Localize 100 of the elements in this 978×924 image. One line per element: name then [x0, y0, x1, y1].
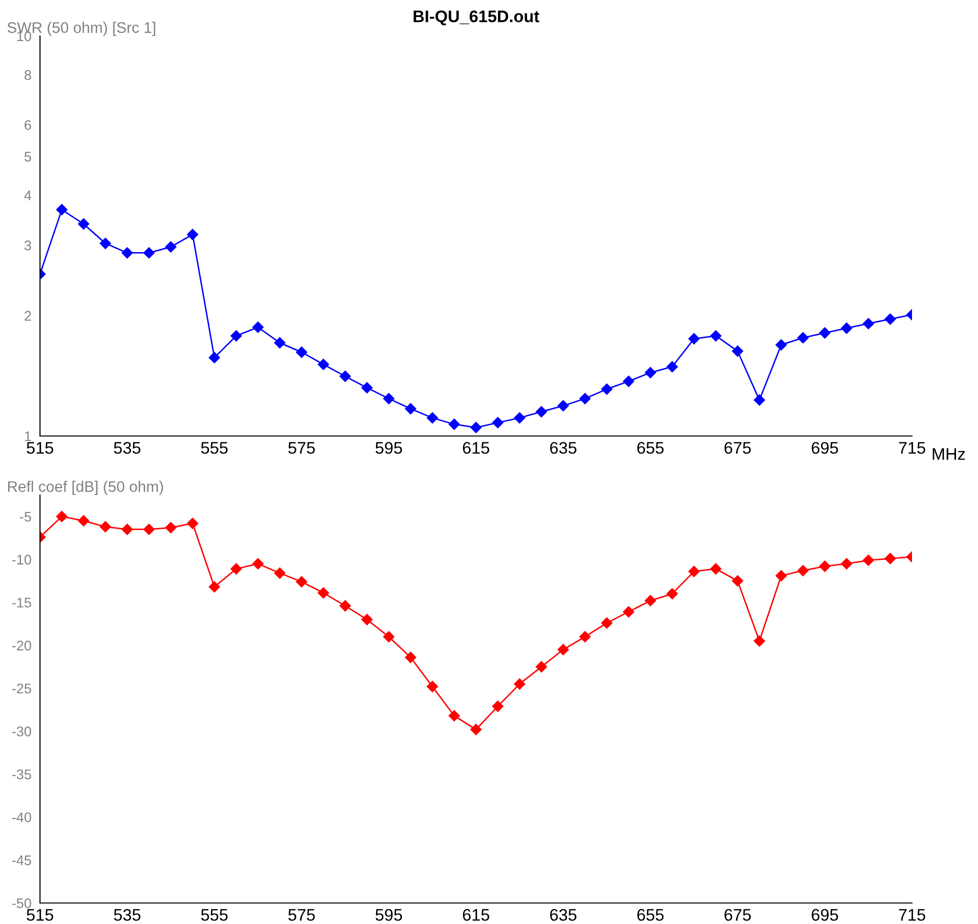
point	[644, 595, 656, 606]
point	[208, 352, 220, 364]
point	[862, 318, 874, 330]
point	[688, 333, 700, 344]
point	[230, 563, 242, 574]
x-tick-label: 595	[376, 442, 402, 454]
point	[56, 510, 68, 522]
x-tick-label: 535	[114, 442, 140, 454]
x-tick-label: 595	[376, 908, 402, 921]
x-tick-label: 615	[462, 908, 490, 921]
point	[274, 568, 286, 579]
y-tick-label: -50	[12, 898, 32, 908]
point	[361, 614, 373, 626]
point	[622, 606, 634, 618]
point	[732, 346, 744, 357]
y-tick-label: -35	[12, 769, 32, 780]
y-tick-label: -40	[12, 812, 32, 822]
point	[754, 635, 766, 647]
point	[884, 552, 896, 564]
point	[404, 403, 416, 414]
point	[601, 383, 612, 395]
point	[514, 678, 526, 690]
point	[318, 358, 330, 370]
point	[296, 576, 308, 588]
x-tick-label: 535	[114, 908, 140, 921]
y-tick-label: -25	[12, 684, 32, 694]
x-tick-label: 655	[637, 908, 664, 921]
point	[819, 327, 830, 339]
point	[492, 417, 504, 428]
x-tick-label: 675	[724, 908, 751, 921]
point	[404, 652, 416, 663]
x-tick-label: 515	[26, 442, 54, 454]
point	[143, 247, 155, 258]
point	[622, 376, 634, 387]
point	[840, 322, 852, 334]
point	[776, 570, 787, 582]
point	[579, 631, 591, 642]
point	[383, 393, 394, 404]
y-tick-label: 4	[24, 190, 32, 200]
point	[426, 680, 438, 692]
point	[776, 339, 787, 350]
point	[558, 400, 569, 412]
point	[710, 330, 722, 342]
point	[514, 412, 526, 424]
point	[78, 515, 90, 526]
point	[797, 332, 809, 344]
y-tick-label: 8	[24, 70, 32, 80]
y-tick-label: -30	[12, 726, 32, 736]
x-axis-title: MHz	[932, 448, 965, 460]
point	[710, 563, 722, 574]
y-tick-label: -10	[12, 554, 32, 565]
point	[448, 710, 460, 722]
point	[819, 560, 830, 572]
point	[208, 581, 220, 593]
y-tick-label: -15	[12, 598, 32, 608]
x-tick-label: 635	[550, 908, 576, 921]
point	[840, 558, 852, 570]
point	[340, 600, 351, 612]
x-tick-label: 695	[812, 442, 838, 454]
point	[797, 564, 809, 576]
x-tick-label: 575	[288, 909, 315, 921]
y-tick-label: 6	[24, 120, 32, 130]
point	[688, 566, 700, 578]
point	[579, 393, 591, 404]
y-tick-label: 1	[25, 431, 31, 442]
x-tick-label: 655	[637, 442, 664, 454]
y-tick-label: 2	[24, 310, 31, 321]
x-tick-label: 695	[812, 908, 838, 921]
x-tick-label: 555	[201, 909, 228, 921]
point	[492, 700, 504, 712]
chart-title: BI-QU_615D.out	[414, 10, 540, 26]
point	[78, 218, 90, 230]
point	[186, 228, 198, 240]
y-tick-label: -5	[20, 512, 32, 522]
point	[884, 313, 896, 325]
point	[666, 361, 678, 372]
point	[143, 524, 155, 535]
point	[601, 617, 612, 629]
point	[100, 521, 112, 532]
y-tick-label: 3	[24, 240, 32, 250]
x-tick-label: 675	[724, 442, 751, 454]
point	[754, 394, 766, 406]
point	[165, 522, 176, 534]
point	[165, 241, 176, 253]
y-tick-label: 5	[24, 152, 32, 162]
point	[644, 367, 656, 378]
point	[383, 631, 394, 642]
point	[296, 346, 308, 358]
point	[122, 524, 133, 535]
point	[274, 337, 286, 348]
y-tick-label: -45	[12, 856, 32, 866]
x-tick-label: 715	[898, 442, 926, 454]
x-tick-label: 615	[462, 442, 490, 454]
point	[122, 247, 133, 258]
point	[536, 661, 548, 672]
x-tick-label: 515	[26, 909, 54, 921]
x-tick-label: 555	[201, 442, 228, 454]
point	[862, 554, 874, 566]
point	[252, 322, 264, 333]
point	[470, 724, 482, 736]
